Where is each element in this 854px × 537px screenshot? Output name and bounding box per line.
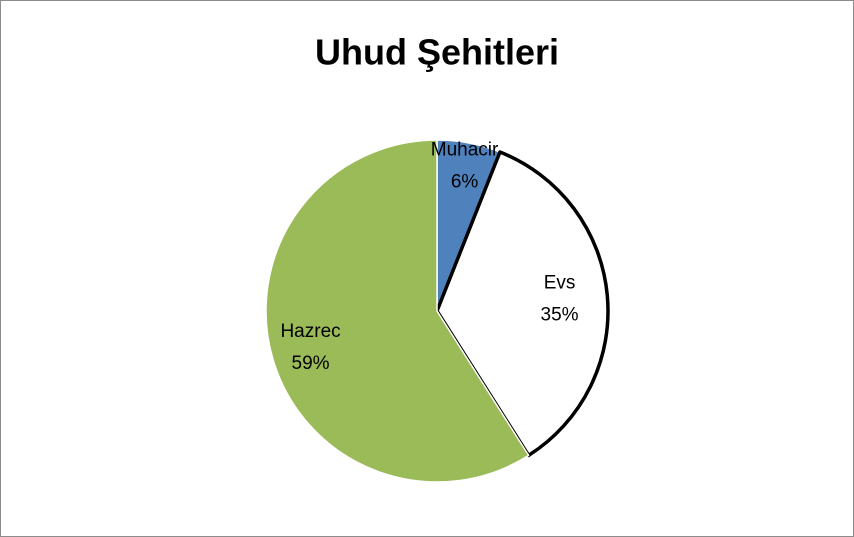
pie-slice	[265, 139, 530, 483]
slice-value-label: 59%	[292, 353, 330, 374]
pie-slice	[435, 150, 610, 458]
slice-label: Evs	[544, 272, 576, 293]
slice-label: Muhacir	[431, 140, 499, 161]
slice-value-label: 6%	[451, 172, 479, 193]
slice-value-label: 35%	[541, 304, 579, 325]
chart-title: Uhud Şehitleri	[315, 32, 559, 73]
slice-label: Hazrec	[280, 321, 340, 342]
